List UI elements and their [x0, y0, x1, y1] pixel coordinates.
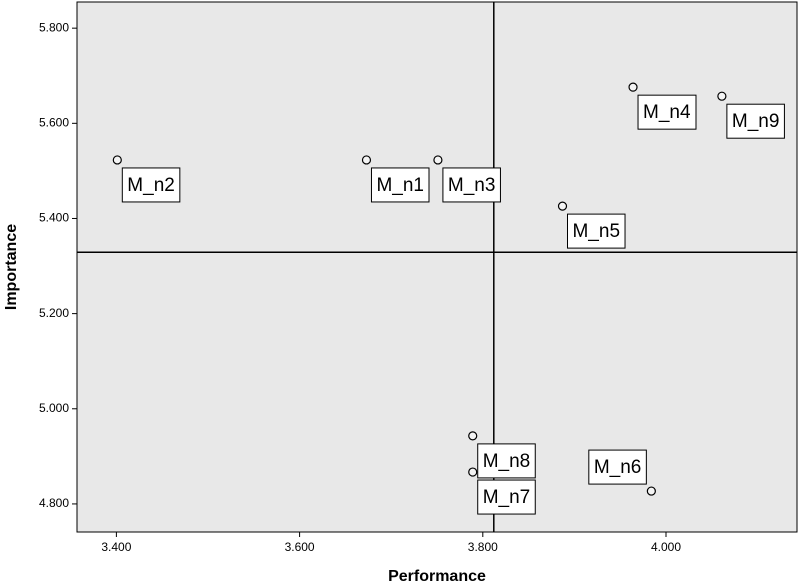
point [468, 431, 478, 441]
point [433, 155, 443, 165]
point-label-box [566, 213, 626, 249]
point-label: M_n5 [572, 221, 620, 242]
point-label-group: M_n1 [370, 167, 430, 203]
y-tick-label: 5.200 [39, 306, 69, 320]
y-tick-label: 5.000 [39, 401, 69, 415]
point-label: M_n7 [483, 487, 531, 508]
point [557, 201, 568, 211]
point-label-group: M_n2 [121, 167, 181, 203]
point [717, 91, 727, 101]
y-axis-title: Importance [3, 224, 20, 310]
point-label: M_n9 [732, 111, 780, 132]
point [361, 155, 372, 165]
point-label-box [477, 479, 536, 515]
point-label-group: M_n9 [726, 103, 785, 139]
point-label-group: M_n4 [637, 94, 697, 130]
point-label-box [637, 94, 697, 130]
point-label-box [442, 167, 501, 203]
y-tick-label: 5.600 [39, 115, 69, 129]
y-tick-label: 5.400 [39, 211, 69, 225]
point-label: M_n4 [643, 102, 691, 123]
x-axis-title: Performance [388, 568, 486, 585]
point [628, 82, 638, 92]
y-tick-label: 5.800 [39, 20, 69, 34]
point-label-group: M_n7 [477, 479, 536, 515]
point-label-box [726, 103, 785, 139]
point [112, 155, 122, 165]
point-label-group: M_n3 [442, 167, 501, 203]
x-tick-label: 3.600 [285, 540, 315, 554]
x-tick-label: 3.400 [101, 540, 131, 554]
x-tick-label: 3.800 [468, 540, 498, 554]
point-label-group: M_n8 [477, 443, 536, 479]
point-label-group: M_n6 [588, 449, 647, 485]
point-label: M_n1 [376, 175, 424, 196]
point [468, 467, 478, 477]
x-tick-label: 4.000 [651, 540, 681, 554]
point-label: M_n2 [127, 175, 175, 196]
y-tick-label: 4.800 [39, 496, 69, 510]
point-label: M_n8 [483, 451, 531, 472]
point-label: M_n3 [448, 175, 496, 196]
point-label-box [588, 449, 647, 485]
point-label-box [370, 167, 430, 203]
point-label-box [477, 443, 536, 479]
point-label-box [121, 167, 181, 203]
point-label-group: M_n5 [566, 213, 626, 249]
point [646, 486, 656, 496]
point-label: M_n6 [594, 457, 642, 478]
plot-area [76, 1, 798, 533]
